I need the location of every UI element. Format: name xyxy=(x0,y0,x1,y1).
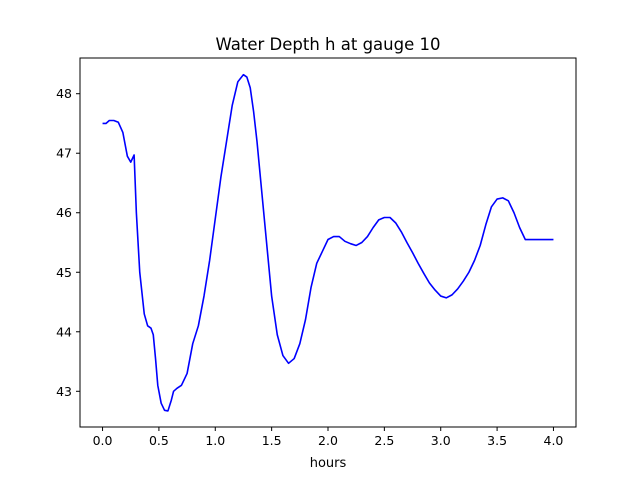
x-tick-label: 0.5 xyxy=(149,433,169,448)
y-axis: 43 44 45 46 47 48 xyxy=(56,86,80,399)
series-layer xyxy=(102,73,554,412)
plot-frame xyxy=(79,57,577,428)
x-tick-label: 0.0 xyxy=(93,433,113,448)
chart-title: Water Depth h at gauge 10 xyxy=(216,35,441,54)
y-tick-label: 46 xyxy=(56,205,72,220)
y-tick-label: 45 xyxy=(56,265,72,280)
x-tick-label: 4.0 xyxy=(544,433,564,448)
y-tick-label: 43 xyxy=(56,384,72,399)
x-axis-label: hours xyxy=(310,456,347,471)
y-tick-label: 48 xyxy=(56,86,72,101)
x-axis: 0.0 0.5 1.0 1.5 2.0 2.5 3.0 3.5 4.0 xyxy=(93,427,564,448)
x-tick-label: 1.5 xyxy=(262,433,282,448)
x-tick-label: 1.0 xyxy=(205,433,225,448)
y-tick-label: 47 xyxy=(56,146,72,161)
y-tick-label: 44 xyxy=(56,324,72,339)
x-tick-label: 2.0 xyxy=(318,433,338,448)
x-tick-label: 2.5 xyxy=(374,433,394,448)
x-tick-label: 3.5 xyxy=(487,433,507,448)
x-tick-label: 3.0 xyxy=(431,433,451,448)
series-line-0 xyxy=(102,73,554,412)
